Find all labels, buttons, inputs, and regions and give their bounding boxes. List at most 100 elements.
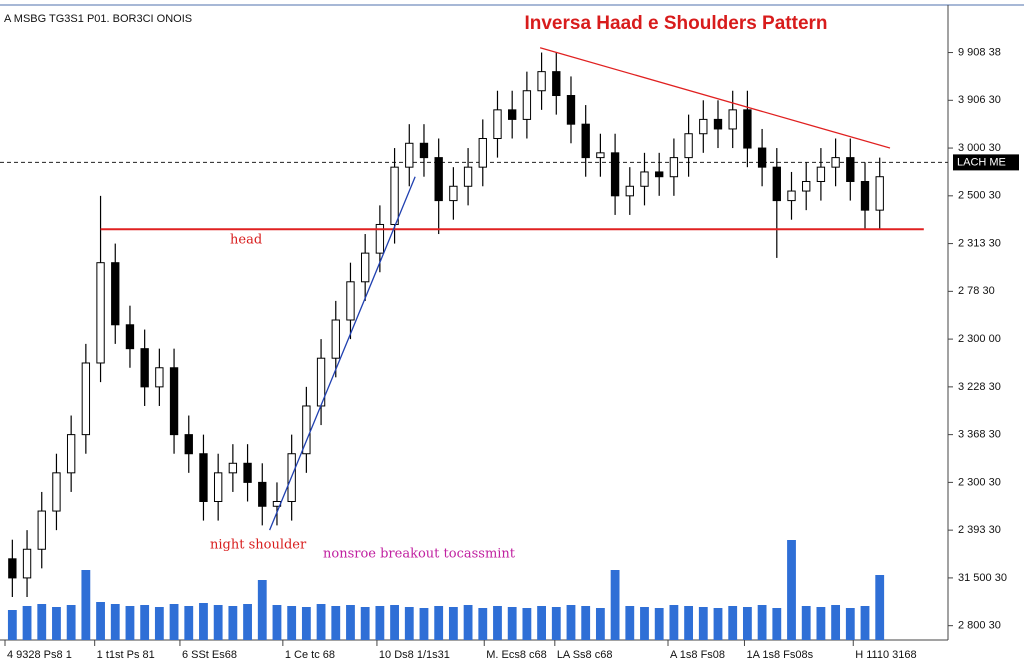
candle-body xyxy=(140,348,149,388)
volume-bar xyxy=(228,606,238,640)
candle-body xyxy=(213,472,223,502)
candle-body xyxy=(169,367,179,436)
volume-bar xyxy=(110,604,120,640)
annotation: head xyxy=(230,233,262,248)
volume-bar xyxy=(831,605,841,640)
volume-bar xyxy=(801,606,811,640)
volume-bar xyxy=(346,605,355,640)
candle-body xyxy=(434,157,443,202)
candle-body xyxy=(8,558,17,579)
candle-body xyxy=(625,185,634,197)
volume-bar xyxy=(390,605,399,640)
candle-body xyxy=(258,481,267,507)
x-tick-label: 6 SSt Es68 xyxy=(182,649,237,661)
candle-body xyxy=(713,118,723,130)
volume-bar xyxy=(243,604,252,640)
y-tick-label: 2 300 00 xyxy=(958,333,1001,345)
volume-bar xyxy=(434,606,444,640)
candle-body xyxy=(125,324,135,350)
candle-body xyxy=(493,109,502,140)
pattern-line xyxy=(539,47,891,149)
y-tick-label: 2 78 30 xyxy=(958,285,995,297)
volume-bar xyxy=(448,607,458,640)
candle-body xyxy=(22,548,32,579)
volume-bar xyxy=(7,610,17,640)
volume-bar xyxy=(493,606,502,640)
candle-body xyxy=(66,434,76,474)
volume-bar xyxy=(419,608,429,640)
volume-bar xyxy=(404,607,414,640)
y-tick-label: 3 000 30 xyxy=(958,142,1001,154)
volume-bar xyxy=(875,575,885,640)
candle-body xyxy=(463,166,473,187)
candle-body xyxy=(728,109,737,130)
volume-bar xyxy=(184,606,194,640)
volume-bar xyxy=(81,570,91,640)
volume-bar xyxy=(154,607,164,640)
volume-bar xyxy=(845,608,855,640)
volume-bar xyxy=(140,605,150,640)
volume-bar xyxy=(301,607,311,640)
volume-bar xyxy=(125,606,135,640)
candle-body xyxy=(875,176,884,211)
volume-bar xyxy=(654,608,664,640)
volume-bar xyxy=(52,607,61,640)
candle-body xyxy=(757,147,767,168)
candle-body xyxy=(743,109,752,149)
volume-bar xyxy=(860,606,870,640)
candle-body xyxy=(846,157,855,182)
candle-body xyxy=(522,90,532,120)
candle-body xyxy=(360,252,370,283)
volume-bar xyxy=(713,608,723,640)
volume-bar xyxy=(272,605,282,640)
y-tick-label: 3 228 30 xyxy=(958,381,1001,393)
candle-body xyxy=(302,405,311,455)
candle-body xyxy=(610,152,620,197)
candle-body xyxy=(419,142,429,159)
x-tick-label: 1 Ce tc 68 xyxy=(285,649,335,661)
price-label: LACH ME xyxy=(957,156,1006,168)
volume-bar xyxy=(551,607,561,640)
x-tick-label: M. Ecs8 c68 xyxy=(486,649,547,661)
x-tick-label: A 1s8 Fs08 xyxy=(670,649,725,661)
candle-body xyxy=(816,166,826,182)
volume-bar xyxy=(360,607,370,640)
volume-bar xyxy=(375,606,385,640)
y-tick-label: 3 906 30 xyxy=(958,94,1001,106)
y-tick-label: 3 368 30 xyxy=(958,429,1001,441)
candle-body xyxy=(860,180,870,211)
volume-bar xyxy=(257,580,267,640)
candle-body xyxy=(831,157,840,168)
volume-bar xyxy=(787,540,796,640)
candle-body xyxy=(346,281,355,321)
volume-bar xyxy=(22,606,32,640)
volume-bar xyxy=(566,605,576,640)
volume-bar xyxy=(684,606,694,640)
candle-body xyxy=(243,462,252,483)
candle-body xyxy=(581,123,590,159)
x-tick-label: 10 Ds8 1/1s31 xyxy=(379,649,450,661)
volume-bar xyxy=(522,608,532,640)
candle-body xyxy=(684,133,693,159)
volume-bar xyxy=(669,605,679,640)
candle-body xyxy=(802,180,811,192)
symbol-info: A MSBG TG3S1 P01. BOR3CI ONOIS xyxy=(4,13,192,25)
candle-body xyxy=(52,472,61,512)
x-tick-label: 1 t1st Ps 81 xyxy=(97,649,155,661)
candle-body xyxy=(37,510,46,550)
x-tick-label: 1A 1s8 Fs08s xyxy=(746,649,813,661)
volume-bar xyxy=(66,605,76,640)
volume-bar xyxy=(507,607,517,640)
volume-bar xyxy=(816,607,826,640)
annotation: nonsroe breakout tocassmint xyxy=(323,547,516,562)
y-tick-label: 9 908 38 xyxy=(958,46,1001,58)
volume-bar xyxy=(537,606,546,640)
pattern-line xyxy=(269,176,416,531)
candle-body xyxy=(640,171,649,187)
y-tick-label: 2 313 30 xyxy=(958,237,1001,249)
y-tick-label: 2 300 30 xyxy=(958,476,1001,488)
volume-bar xyxy=(316,604,326,640)
candle-body xyxy=(155,367,164,388)
